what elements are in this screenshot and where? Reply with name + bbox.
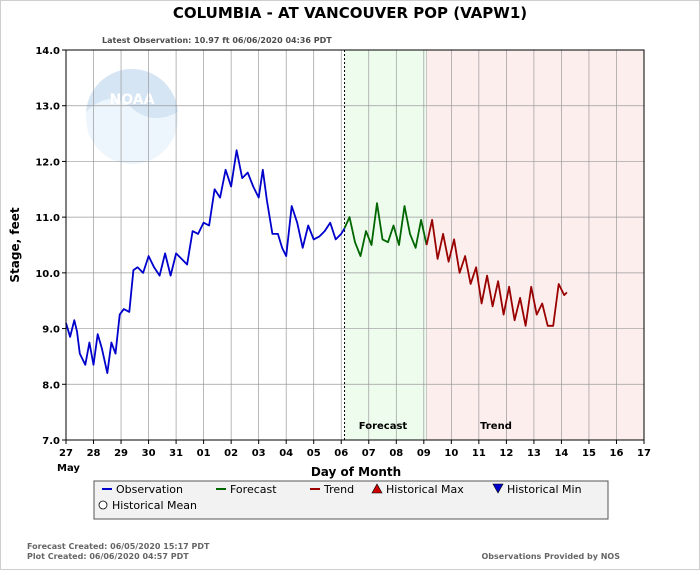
- y-tick-label: 7.0: [42, 436, 60, 447]
- x-tick-label: 27: [59, 448, 73, 459]
- y-tick-label: 14.0: [35, 46, 60, 57]
- trend-region-label: Trend: [480, 421, 512, 432]
- x-tick-label: 04: [279, 448, 293, 459]
- legend-label-forecast: Forecast: [230, 483, 277, 496]
- legend: Observation Forecast Trend Historical Max Hi…: [93, 480, 609, 520]
- x-tick-label: 02: [224, 448, 238, 459]
- y-tick-label: 13.0: [35, 102, 60, 113]
- x-tick-label: 05: [307, 448, 321, 459]
- x-tick-label: 08: [389, 448, 403, 459]
- chart-title: COLUMBIA - AT VANCOUVER POP (VAPW1): [173, 4, 527, 22]
- x-tick-label: 03: [252, 448, 266, 459]
- legend-label-historical-mean: Historical Mean: [112, 499, 197, 512]
- y-tick-label: 12.0: [35, 157, 60, 168]
- y-tick-label: 10.0: [35, 269, 60, 280]
- legend-swatch-historical-mean: [98, 500, 108, 510]
- trend-region: [426, 50, 644, 440]
- x-tick-label: 16: [610, 448, 624, 459]
- x-axis-label: Day of Month: [311, 465, 401, 479]
- x-tick-label: 06: [334, 448, 348, 459]
- series-observation-line: [65, 149, 346, 375]
- x-tick-label: 15: [582, 448, 596, 459]
- x-tick-label: 28: [87, 448, 101, 459]
- x-tick-label: 12: [499, 448, 513, 459]
- x-tick-label: 17: [637, 448, 651, 459]
- legend-label-observation: Observation: [116, 483, 183, 496]
- series-lines: [65, 149, 568, 375]
- latest-observation: Latest Observation: 10.97 ft 06/06/2020 …: [102, 36, 332, 45]
- x-tick-label: 29: [114, 448, 128, 459]
- legend-swatch-historical-min: [492, 483, 504, 494]
- legend-label-historical-max: Historical Max: [386, 483, 464, 496]
- legend-label-trend: Trend: [323, 483, 354, 496]
- plot-frame: [65, 49, 645, 441]
- plot-background: [66, 50, 644, 440]
- x-tick-label: 13: [527, 448, 541, 459]
- y-axis-label: Stage, feet: [8, 207, 22, 282]
- legend-label-historical-min: Historical Min: [507, 483, 582, 496]
- month-label: May: [57, 463, 80, 474]
- x-tick-label: 11: [472, 448, 486, 459]
- x-tick-label: 14: [554, 448, 568, 459]
- legend-box: [93, 480, 609, 520]
- forecast-created: Forecast Created: 06/05/2020 15:17 PDT: [27, 542, 210, 551]
- x-tick-label: 07: [362, 448, 376, 459]
- plot-created: Plot Created: 06/06/2020 04:57 PDT: [27, 552, 189, 561]
- x-tick-label: 10: [444, 448, 458, 459]
- series-trend-line: [425, 218, 568, 327]
- y-tick-label: 11.0: [35, 213, 60, 224]
- y-tick-label: 8.0: [42, 380, 60, 391]
- provider-credit: Observations Provided by NOS: [482, 552, 621, 561]
- x-tick-label: 01: [197, 448, 211, 459]
- forecast-region: [344, 50, 427, 440]
- x-tick-label: 09: [417, 448, 431, 459]
- y-tick-label: 9.0: [42, 325, 60, 336]
- axes: 7.0 8.0 9.0 10.0 11.0 12.0 13.0 14.0 27 28 29 30 31 0…: [35, 46, 651, 459]
- noaa-logo-watermark: NOAA: [86, 69, 178, 164]
- forecast-region-label: Forecast: [359, 421, 408, 432]
- x-tick-label: 31: [169, 448, 183, 459]
- legend-swatch-historical-max: [371, 483, 383, 494]
- x-tick-label: 30: [142, 448, 156, 459]
- series-forecast-line: [343, 202, 428, 258]
